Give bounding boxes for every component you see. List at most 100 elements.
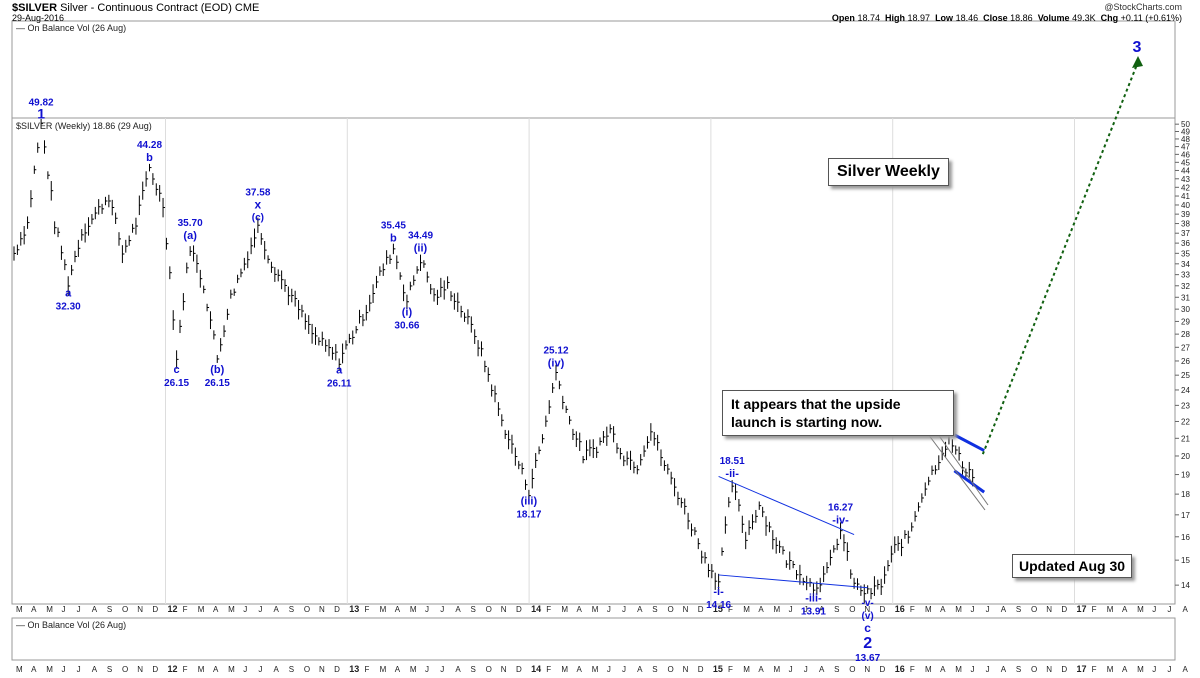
x-tick-label-bottom: A: [1001, 665, 1007, 674]
title-box: Silver Weekly: [828, 158, 949, 186]
x-tick-label: S: [652, 605, 657, 614]
wave-label: 1: [37, 105, 45, 121]
callout-pointer: [924, 429, 986, 511]
y-tick-label: 45: [1181, 158, 1190, 167]
x-tick-label-bottom: J: [77, 665, 81, 674]
x-tick-label: J: [77, 605, 81, 614]
callout-pointer: [934, 429, 989, 506]
x-tick-label-bottom: 15: [713, 664, 723, 674]
wave-price-label: 49.82: [29, 97, 54, 108]
x-tick-label-bottom: D: [698, 665, 704, 674]
chart-date: 29-Aug-2016: [12, 13, 65, 23]
y-tick-label: 16: [1181, 533, 1190, 542]
x-tick-label: 16: [895, 604, 905, 614]
wave-price-label: 26.15: [164, 378, 189, 389]
y-tick-label: 25: [1181, 371, 1190, 380]
x-tick-label-bottom: M: [198, 665, 205, 674]
y-tick-label: 32: [1181, 282, 1190, 291]
x-tick-label: J: [970, 605, 974, 614]
x-tick-label: J: [425, 605, 429, 614]
x-tick-label: M: [198, 605, 205, 614]
x-tick-label-bottom: J: [804, 665, 808, 674]
low-label: Low: [935, 13, 954, 23]
chart-header: $SILVER Silver - Continuous Contract (EO…: [12, 2, 259, 14]
x-tick-label-bottom: J: [970, 665, 974, 674]
low-value: 18.46: [955, 13, 979, 23]
x-tick-label-bottom: M: [925, 665, 932, 674]
x-tick-label: O: [849, 605, 855, 614]
x-tick-label-bottom: 16: [895, 664, 905, 674]
x-tick-label: O: [486, 605, 492, 614]
x-tick-label: F: [728, 605, 733, 614]
x-tick-label-bottom: J: [440, 665, 444, 674]
x-tick-label-bottom: A: [31, 665, 37, 674]
projection-arrowhead: [1132, 56, 1143, 68]
x-tick-label: S: [834, 605, 839, 614]
x-tick-label: J: [440, 605, 444, 614]
x-tick-label: A: [31, 605, 37, 614]
x-tick-label-bottom: S: [1016, 665, 1021, 674]
wave-sub-label: c: [864, 621, 871, 635]
x-tick-label: N: [319, 605, 325, 614]
updated-box: Updated Aug 30: [1012, 554, 1133, 578]
y-tick-label: 34: [1181, 260, 1190, 269]
x-tick-label: S: [107, 605, 112, 614]
volume-label: Volume: [1037, 13, 1070, 23]
x-tick-label: A: [637, 605, 643, 614]
x-tick-label: S: [471, 605, 476, 614]
wave-label: (iv): [548, 357, 565, 369]
x-tick-label-bottom: O: [486, 665, 492, 674]
y-tick-label: 18: [1181, 490, 1190, 499]
y-tick-label: 37: [1181, 229, 1190, 238]
x-tick-label-bottom: J: [61, 665, 65, 674]
x-tick-label: M: [410, 605, 417, 614]
wave-label: (b): [210, 364, 224, 376]
x-tick-label-bottom: 14: [531, 664, 541, 674]
x-tick-label-bottom: A: [1122, 665, 1128, 674]
x-tick-label-bottom: 13: [349, 664, 359, 674]
x-tick-label-bottom: M: [955, 665, 962, 674]
x-tick-label: J: [1152, 605, 1156, 614]
x-tick-label-bottom: J: [258, 665, 262, 674]
x-tick-label-bottom: D: [1061, 665, 1067, 674]
x-tick-label-bottom: A: [1183, 665, 1189, 674]
x-tick-label: F: [546, 605, 551, 614]
x-tick-label: J: [607, 605, 611, 614]
x-tick-label: D: [1061, 605, 1067, 614]
y-tick-label: 42: [1181, 183, 1190, 192]
y-tick-label: 43: [1181, 175, 1190, 184]
volume-value: 49.3K: [1072, 13, 1096, 23]
x-tick-label: A: [819, 605, 825, 614]
x-tick-label: 17: [1077, 604, 1087, 614]
x-tick-label-bottom: O: [304, 665, 310, 674]
x-tick-label-bottom: O: [849, 665, 855, 674]
y-tick-label: 31: [1181, 293, 1190, 302]
wave-price-label: 18.17: [516, 510, 541, 521]
x-tick-label: M: [1107, 605, 1114, 614]
high-label: High: [885, 13, 905, 23]
wave-price-label: 44.28: [137, 140, 162, 151]
x-tick-label: A: [1122, 605, 1128, 614]
x-tick-label-bottom: M: [1107, 665, 1114, 674]
x-tick-label-bottom: F: [364, 665, 369, 674]
x-tick-label-bottom: N: [319, 665, 325, 674]
symbol-description: Silver - Continuous Contract (EOD) CME: [60, 2, 260, 14]
y-tick-label: 27: [1181, 343, 1190, 352]
wave-label: a: [65, 287, 72, 299]
x-tick-label-bottom: D: [152, 665, 158, 674]
wave-label: -iii-: [805, 592, 822, 604]
wave-sub-label: (v): [862, 611, 874, 622]
x-tick-label: J: [622, 605, 626, 614]
y-tick-label: 15: [1181, 556, 1190, 565]
x-tick-label: M: [774, 605, 781, 614]
x-tick-label-bottom: D: [334, 665, 340, 674]
x-tick-label-bottom: M: [410, 665, 417, 674]
x-tick-label: F: [364, 605, 369, 614]
x-tick-label-bottom: M: [592, 665, 599, 674]
ohlc-summary: Open 18.74 High 18.97 Low 18.46 Close 18…: [832, 13, 1182, 23]
high-value: 18.97: [907, 13, 931, 23]
x-tick-label-bottom: N: [864, 665, 870, 674]
x-tick-label: M: [955, 605, 962, 614]
x-tick-label-bottom: O: [122, 665, 128, 674]
